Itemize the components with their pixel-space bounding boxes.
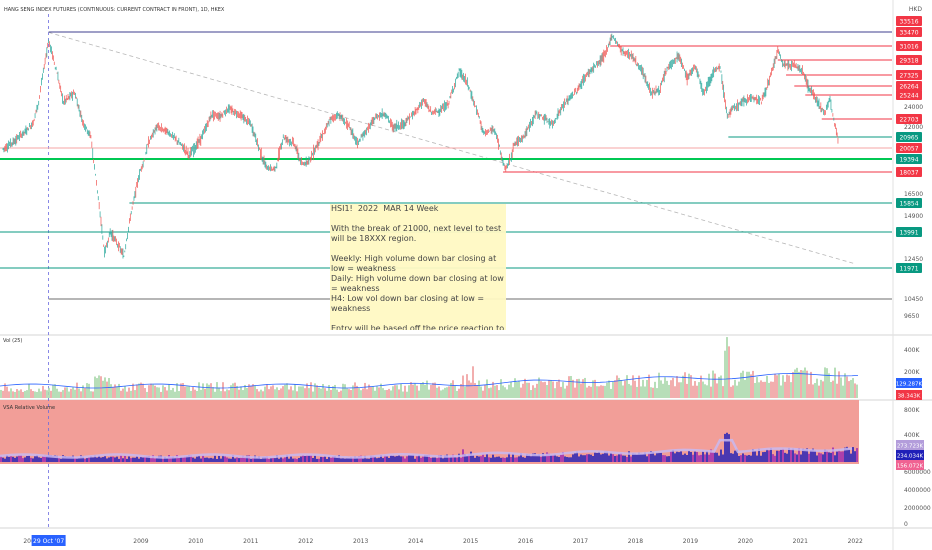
crosshair-date-badge: [31, 535, 66, 546]
vsa-tick-label: 800K: [904, 407, 920, 414]
price-tick-label: 22000: [904, 124, 923, 131]
price-badge: [896, 81, 922, 91]
price-badge-label: 26264: [899, 84, 918, 91]
vsa-tick-label: 0: [904, 521, 908, 528]
price-axis[interactable]: 24000 22000 16500 14900 12450 10450 9650 33516 3…: [896, 16, 923, 320]
volume-value-badge: [896, 390, 922, 400]
time-tick-label: 2016: [518, 538, 533, 545]
currency-label: HKD: [909, 6, 922, 13]
time-tick-label: 2013: [353, 538, 368, 545]
crosshair-date-label: 29 Oct '07: [33, 538, 64, 545]
price-badge-label: 29318: [899, 58, 918, 65]
price-badge-label: 15854: [899, 201, 918, 208]
time-tick-label: 2009: [133, 538, 148, 545]
price-badge: [896, 41, 922, 51]
price-tick-label: 16500: [904, 191, 923, 198]
volume-tick-label: 200K: [904, 369, 920, 376]
price-badge: [896, 16, 922, 26]
vsa-pane: 800K 400K 6000000 4000000 2000000 0 273.723K 23…: [0, 407, 931, 528]
header-labels: HANG SENG INDEX FUTURES (CONTINUOUS: CUR…: [3, 6, 922, 411]
volume-tick-label: 400K: [904, 347, 920, 354]
price-badge-label: 11971: [899, 266, 918, 273]
time-tick-label: 2018: [628, 538, 643, 545]
price-tick-label: 12450: [904, 256, 923, 263]
time-tick-label: 2011: [243, 538, 258, 545]
time-tick-label: 2020: [738, 538, 753, 545]
time-tick-label: 2014: [408, 538, 423, 545]
price-badge: [896, 70, 922, 80]
price-badge: [896, 198, 922, 208]
price-badge: [896, 27, 922, 37]
time-tick-label: 2021: [793, 538, 808, 545]
chart-title: HANG SENG INDEX FUTURES (CONTINUOUS: CUR…: [4, 7, 225, 13]
time-tick-label: 2017: [573, 538, 588, 545]
vsa-value-label: 156.072K: [897, 464, 924, 470]
volume-value-label: 129.287K: [896, 382, 923, 388]
vsa-tick-label: 6000000: [904, 469, 931, 476]
price-tick-label: 9650: [904, 313, 919, 320]
volume-pane-title: Vol (25): [3, 338, 22, 344]
vsa-tick-label: 4000000: [904, 487, 931, 494]
price-badge-label: 31016: [899, 44, 918, 51]
volume-value-badge: [896, 378, 922, 388]
vsa-background: [0, 400, 859, 464]
vsa-value-label: 234.034K: [897, 454, 924, 460]
price-badge: [896, 154, 922, 164]
time-tick-label: 2007: [23, 538, 38, 545]
time-tick-label: 2010: [188, 538, 203, 545]
price-badge-label: 19394: [899, 157, 918, 164]
price-badge-label: 33470: [899, 30, 918, 37]
price-badge-label: 20965: [899, 135, 918, 142]
price-badge: [896, 263, 922, 273]
vsa-tick-label: 2000000: [904, 505, 931, 512]
vsa-value-label: 273.723K: [897, 444, 924, 450]
price-badge: [896, 143, 922, 153]
price-badge: [896, 55, 922, 65]
price-badge-label: 27325: [899, 73, 918, 80]
price-badge-label: 18037: [899, 170, 918, 177]
price-badge: [896, 167, 922, 177]
vsa-value-badge: [896, 450, 924, 460]
volume-pane: 400K 200K 129.287K 38.343K: [0, 337, 923, 400]
time-tick-label: 2012: [298, 538, 313, 545]
time-tick-label: 2022: [848, 538, 863, 545]
price-badge-label: 20057: [899, 146, 918, 153]
time-tick-label: 2019: [683, 538, 698, 545]
price-tick-label: 24000: [904, 104, 923, 111]
price-tick-label: 10450: [904, 296, 923, 303]
vsa-tick-label: 400K: [904, 432, 920, 439]
price-series: [2, 33, 839, 259]
support-band: [0, 158, 892, 160]
price-badge: [896, 90, 922, 100]
vsa-pane-title: VSA Relative Volume: [3, 405, 55, 411]
vsa-ma-line: [0, 438, 853, 459]
price-badge-label: 13991: [899, 230, 918, 237]
volume-ma-line: [0, 373, 859, 389]
vsa-value-badge: [896, 460, 924, 470]
analysis-note[interactable]: HSI1! 2022 MAR 14 Week With the break of…: [330, 204, 506, 330]
vsa-value-badge: [896, 440, 924, 450]
price-badge-label: 22703: [899, 117, 918, 124]
price-badge: [896, 132, 922, 142]
price-badge: [896, 227, 922, 237]
price-badge-label: 25244: [899, 93, 918, 100]
price-badge: [896, 114, 922, 124]
volume-value-label: 38.343K: [898, 394, 921, 400]
price-tick-label: 14900: [904, 213, 923, 220]
time-tick-label: 2015: [463, 538, 478, 545]
price-badge-label: 33516: [899, 19, 918, 26]
